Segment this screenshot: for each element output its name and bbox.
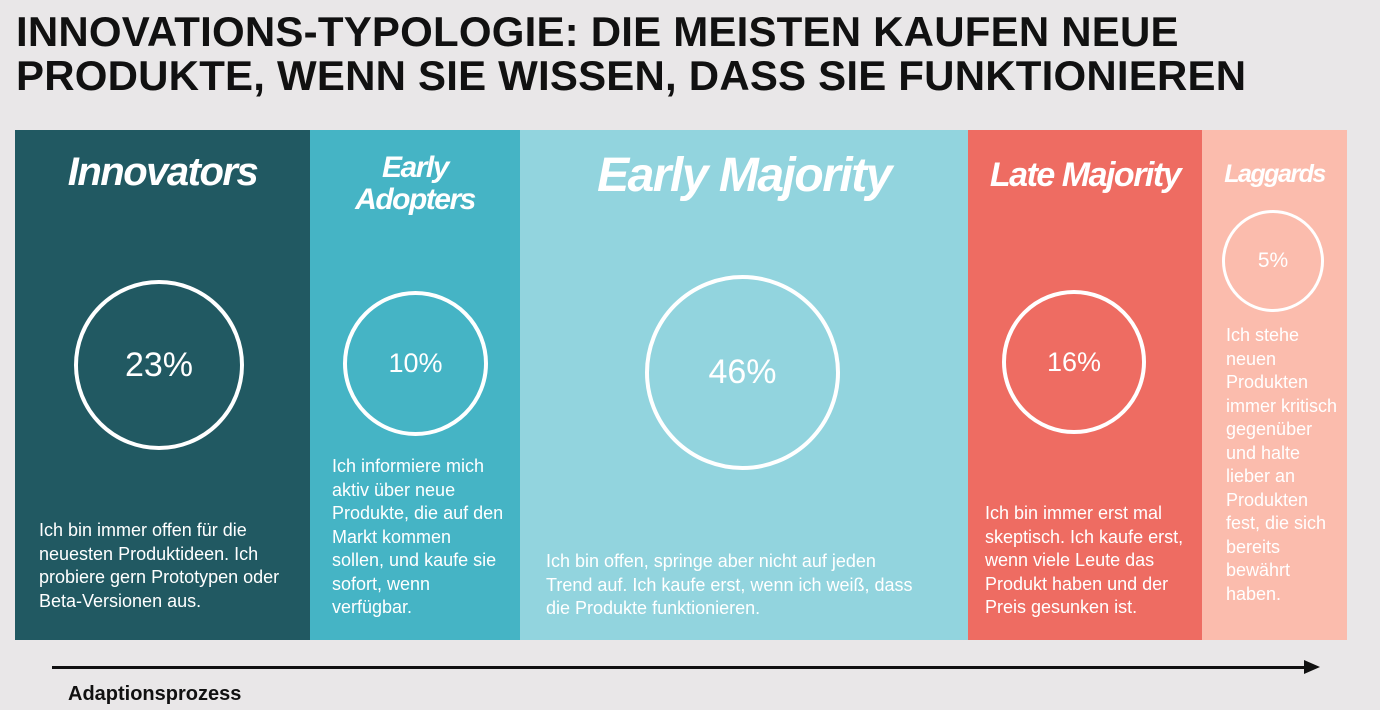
description-early-majority: Ich bin offen, springe aber nicht auf je… [546, 551, 913, 618]
percent-circle-early-adopters: 10% [343, 291, 488, 436]
adoption-arrow-line [52, 666, 1310, 669]
segment-title-laggards: Laggards [1224, 160, 1326, 188]
percent-early-majority: 46% [708, 353, 777, 391]
arrow-right-icon [1304, 660, 1320, 674]
description-innovators: Ich bin immer offen für die neuesten Pro… [39, 520, 280, 611]
percent-circle-laggards: 5% [1222, 210, 1324, 312]
segment-innovators: Innovators 23% Ich bin immer offen für d… [15, 130, 310, 640]
description-laggards: Ich stehe neuen Produkten immer kritisch… [1226, 325, 1337, 604]
percent-early-adopters: 10% [388, 348, 443, 378]
segment-title-early-adopters-line-1: Early [382, 151, 449, 184]
segment-late-majority: Late Majority 16% Ich bin immer erst mal… [968, 130, 1202, 640]
segment-title-late-majority: Late Majority [989, 156, 1182, 194]
page-title: INNOVATIONS-TYPOLOGIE: DIE MEISTEN KAUFE… [16, 10, 1356, 98]
percent-circle-late-majority: 16% [1002, 290, 1146, 434]
segment-early-adopters: Early Adopters 10% Ich informiere mich a… [310, 130, 520, 640]
title-line-2: PRODUKTE, WENN SIE WISSEN, DASS SIE FUNK… [16, 52, 1247, 99]
description-late-majority: Ich bin immer erst mal skeptisch. Ich ka… [985, 503, 1184, 617]
percent-innovators: 23% [124, 345, 194, 384]
description-early-adopters: Ich informiere mich aktiv über neue Prod… [332, 456, 504, 617]
segment-title-early-adopters-line-2: Adopters [355, 183, 476, 216]
percent-late-majority: 16% [1046, 346, 1102, 377]
title-line-1: INNOVATIONS-TYPOLOGIE: DIE MEISTEN KAUFE… [16, 8, 1179, 55]
segment-early-majority: Early Majority 46% Ich bin offen, spring… [520, 130, 968, 640]
percent-circle-early-majority: 46% [645, 275, 840, 470]
percent-laggards: 5% [1257, 249, 1289, 272]
percent-circle-innovators: 23% [74, 280, 244, 450]
axis-label: Adaptionsprozess [68, 683, 242, 705]
segment-title-early-majority: Early Majority [597, 149, 892, 202]
segment-laggards: Laggards 5% Ich stehe neuen Produkten im… [1202, 130, 1347, 640]
segment-title-early-adopters: Early Adopters [310, 152, 520, 216]
segment-title-innovators: Innovators [67, 150, 259, 194]
